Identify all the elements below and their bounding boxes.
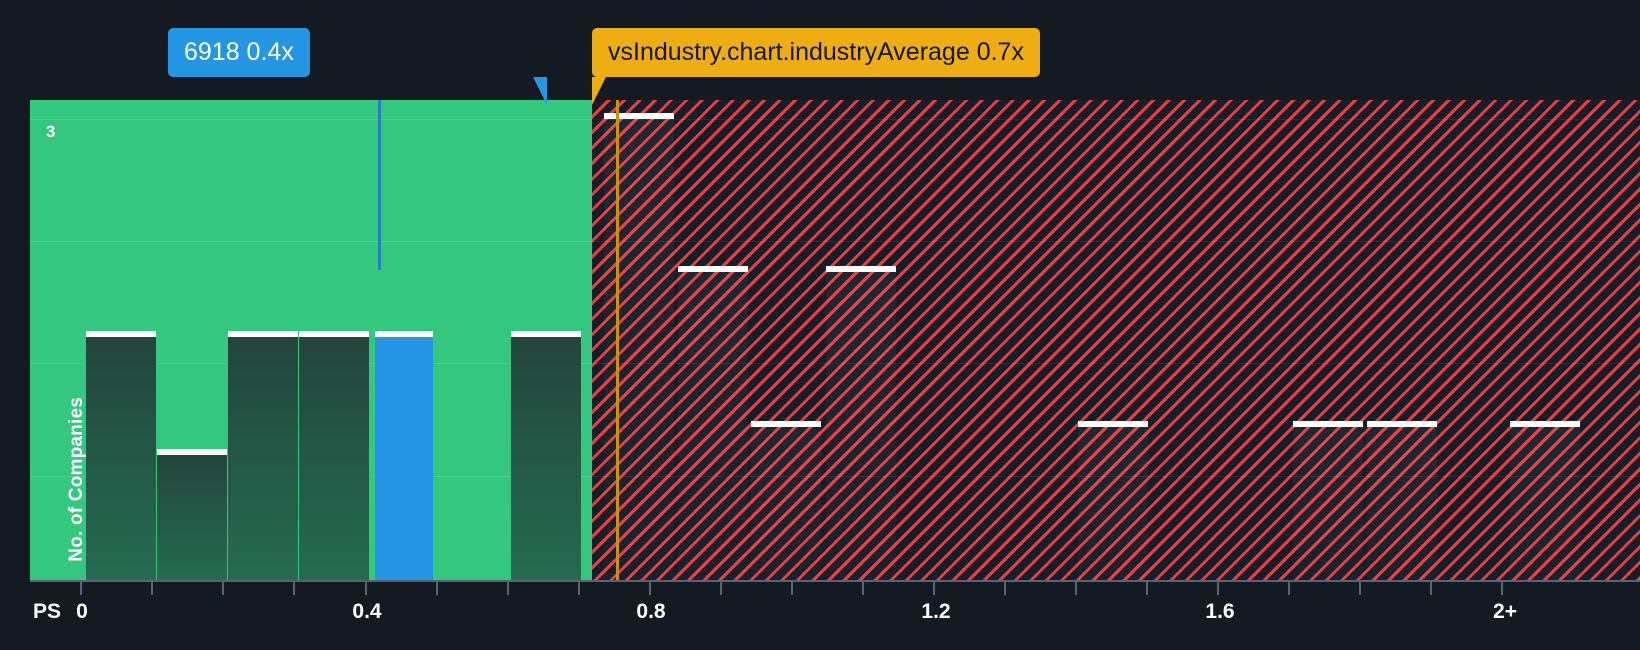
bar-cap <box>157 449 227 455</box>
industry-average-tooltip-label: vsIndustry.chart.industryAverage 0.7x <box>608 38 1024 66</box>
x-axis-tick <box>1288 582 1290 595</box>
gridline <box>592 241 1640 242</box>
bar-body <box>604 119 674 580</box>
x-axis-label-2: 0.8 <box>636 600 666 623</box>
x-axis-tick <box>1501 582 1503 595</box>
histogram-bar <box>678 266 748 580</box>
x-axis-tick <box>1004 582 1006 595</box>
bar-body <box>157 455 227 580</box>
histogram-bar <box>157 449 227 580</box>
x-axis-tick <box>862 582 864 595</box>
x-axis-line <box>30 580 1640 582</box>
x-axis-tick <box>1075 582 1077 595</box>
tooltip-tail <box>533 77 547 105</box>
histogram-bar <box>751 421 821 580</box>
bar-body <box>86 337 156 580</box>
bar-body <box>1078 427 1148 580</box>
histogram-bar <box>1078 421 1148 580</box>
x-axis-tick <box>1430 582 1432 595</box>
x-axis-tick <box>1217 582 1219 595</box>
bar-cap <box>1510 421 1580 427</box>
gridline <box>30 119 592 120</box>
x-axis-tick <box>649 582 651 595</box>
x-axis-tick <box>933 582 935 595</box>
bar-body <box>678 272 748 580</box>
y-axis-title: No. of Companies <box>66 397 87 562</box>
bar-body <box>826 272 896 580</box>
bar-cap <box>604 113 674 119</box>
x-axis-tick <box>507 582 509 595</box>
x-axis-tick <box>1359 582 1361 595</box>
x-axis-tick <box>365 582 367 595</box>
x-axis-label-4: 1.6 <box>1205 600 1235 623</box>
histogram-bar <box>1293 421 1363 580</box>
selected-company-tooltip-label: 6918 0.4x <box>184 38 294 66</box>
histogram-bar <box>228 331 298 580</box>
selected-company-tooltip[interactable]: 6918 0.4x <box>168 28 547 105</box>
histogram-bar <box>1510 421 1580 580</box>
histogram-bar <box>826 266 896 580</box>
x-axis-tick <box>222 582 224 595</box>
plot-area: 3 <box>30 100 1640 580</box>
x-axis-tick <box>791 582 793 595</box>
above-average-zone <box>592 100 1640 580</box>
x-axis-label-3: 1.2 <box>921 600 951 623</box>
tooltip-tail <box>592 77 606 105</box>
histogram-bar-highlighted[interactable] <box>375 331 433 580</box>
bar-cap <box>751 421 821 427</box>
bar-cap <box>1293 421 1363 427</box>
y-axis-top-value: 3 <box>46 122 56 141</box>
x-axis-title: PS <box>33 600 62 623</box>
bar-cap <box>826 266 896 272</box>
bar-body <box>1367 427 1437 580</box>
bar-body <box>375 337 433 580</box>
bar-body <box>511 337 581 580</box>
histogram-bar <box>604 113 674 580</box>
x-axis-tick <box>293 582 295 595</box>
gridline <box>592 363 1640 364</box>
histogram-bar <box>86 331 156 580</box>
bar-body <box>751 427 821 580</box>
industry-average-marker-line <box>616 100 619 580</box>
x-axis-tick <box>80 582 82 595</box>
x-axis-tick <box>436 582 438 595</box>
x-axis-label-5: 2+ <box>1493 600 1517 623</box>
x-axis-tick <box>151 582 153 595</box>
gridline <box>592 119 1640 120</box>
bar-cap <box>1367 421 1437 427</box>
histogram-bar <box>1367 421 1437 580</box>
bar-cap <box>86 331 156 337</box>
x-axis-tick <box>1146 582 1148 595</box>
x-axis-tick <box>578 582 580 595</box>
bar-body <box>1293 427 1363 580</box>
x-axis-tick <box>720 582 722 595</box>
bar-cap <box>299 331 369 337</box>
histogram-bar <box>511 331 581 580</box>
x-axis-label-1: 0.4 <box>352 600 382 623</box>
bar-cap <box>1078 421 1148 427</box>
bar-body <box>228 337 298 580</box>
histogram-bar <box>299 331 369 580</box>
bar-body <box>299 337 369 580</box>
selected-company-marker-line <box>378 100 381 270</box>
x-axis-label-0: 0 <box>76 600 88 623</box>
bar-cap <box>228 331 298 337</box>
gridline <box>30 241 592 242</box>
bar-cap <box>511 331 581 337</box>
bar-body <box>1510 427 1580 580</box>
industry-average-tooltip[interactable]: vsIndustry.chart.industryAverage 0.7x <box>592 28 1040 105</box>
gridline <box>592 476 1640 477</box>
bar-cap <box>678 266 748 272</box>
bar-cap <box>375 331 433 337</box>
